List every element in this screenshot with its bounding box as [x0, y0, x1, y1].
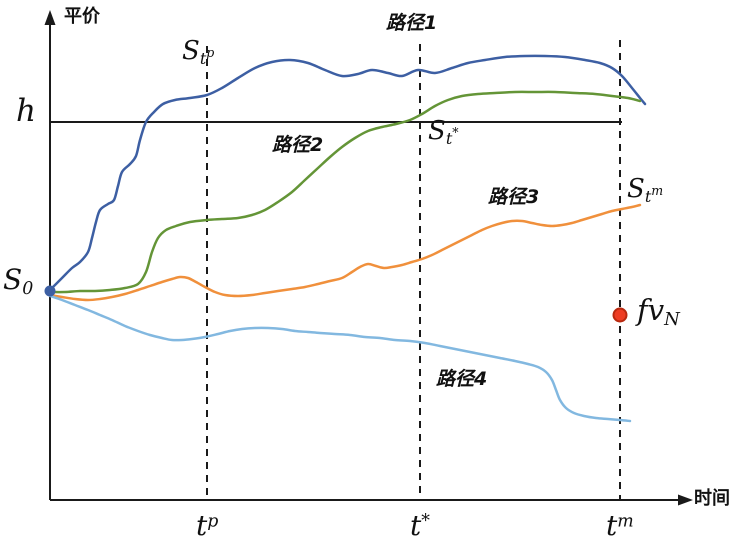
label-s-tp: Stp — [182, 36, 215, 68]
price-path-2 — [48, 90, 642, 294]
label-path-4: 路径4 — [436, 368, 488, 390]
s0-dot — [44, 285, 56, 297]
price-path-4 — [48, 294, 632, 423]
price-path-1 — [48, 54, 647, 292]
label-s-tm: Stm — [627, 174, 664, 206]
label-s-tstar: St* — [428, 116, 459, 148]
label-tm: tm — [606, 509, 634, 542]
x-axis-title: 时间 — [694, 488, 730, 509]
paths-layer — [48, 54, 647, 423]
label-path-2: 路径2 — [272, 134, 324, 156]
label-tp: tp — [196, 509, 219, 542]
y-axis-title: 平价 — [64, 6, 100, 27]
label-path-1: 路径1 — [386, 12, 438, 34]
y-axis-arrow-icon — [44, 10, 56, 25]
x-axis-arrow-icon — [678, 494, 693, 506]
price-path-3 — [48, 203, 642, 302]
label-s0: S0 — [3, 263, 34, 299]
label-tstar: t* — [410, 509, 430, 542]
label-h: h — [16, 93, 36, 129]
label-fv-n: fvN — [637, 293, 680, 331]
fv-dot — [612, 307, 628, 323]
label-path-3: 路径3 — [488, 186, 540, 208]
